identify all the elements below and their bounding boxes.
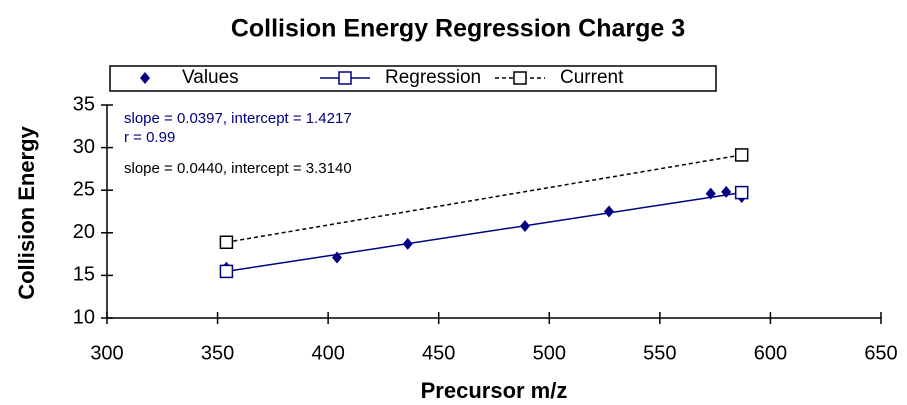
x-tick-label: 300 [90,342,123,364]
x-tick-label: 400 [311,342,344,364]
point [603,205,614,218]
x-tick-label: 550 [643,342,676,364]
x-tick-label: 650 [864,342,897,364]
y-tick-label: 35 [73,93,95,115]
legend-label: Current [560,67,624,88]
legend-marker [338,71,352,85]
legend-label: Values [182,67,239,88]
series-line [226,191,742,273]
x-axis-label: Precursor m/z [421,378,568,403]
legend-marker [513,71,527,85]
x-tick-label: 350 [201,342,234,364]
chart-title: Collision Energy Regression Charge 3 [231,15,685,43]
annotation: r = 0.99 [124,129,175,146]
y-tick-label: 10 [73,306,95,328]
point [734,185,749,200]
annotation: slope = 0.0440, intercept = 3.3140 [124,160,352,177]
legend-box [109,65,717,92]
annotation: slope = 0.0397, intercept = 1.4217 [124,110,352,127]
y-tick-label: 30 [73,136,95,158]
x-tick-label: 500 [533,342,566,364]
y-tick-label: 15 [73,264,95,286]
series-line [226,154,742,243]
x-tick-label: 600 [754,342,787,364]
y-tick-label: 25 [73,178,95,200]
x-tick-label: 450 [422,342,455,364]
legend-marker [140,72,150,84]
y-tick-label: 20 [73,221,95,243]
point [219,235,234,250]
point [219,264,234,279]
point [734,148,749,162]
legend-label: Regression [385,67,481,88]
y-axis-label: Collision Energy [14,125,39,299]
